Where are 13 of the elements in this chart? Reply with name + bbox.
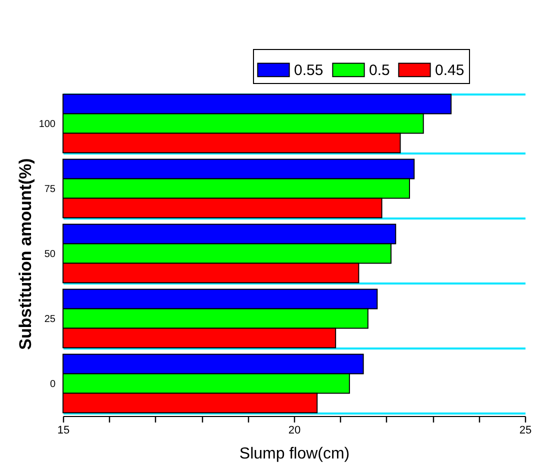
x-tick-label: 25 <box>519 424 532 436</box>
x-tick-label: 20 <box>288 424 301 436</box>
y-axis-title: Substitution amount(%) <box>16 158 35 350</box>
legend-label: 0.45 <box>435 62 464 79</box>
y-tick-label: 75 <box>44 184 56 195</box>
y-tick-label: 100 <box>38 119 56 130</box>
x-axis-title: Slump flow(cm) <box>239 446 350 462</box>
y-tick-label: 0 <box>50 379 56 390</box>
y-tick-label: 50 <box>44 249 56 260</box>
legend-label: 0.5 <box>369 62 390 79</box>
y-tick-label: 25 <box>44 314 56 325</box>
x-tick-label: 15 <box>57 424 70 436</box>
legend-label: 0.55 <box>294 62 324 79</box>
